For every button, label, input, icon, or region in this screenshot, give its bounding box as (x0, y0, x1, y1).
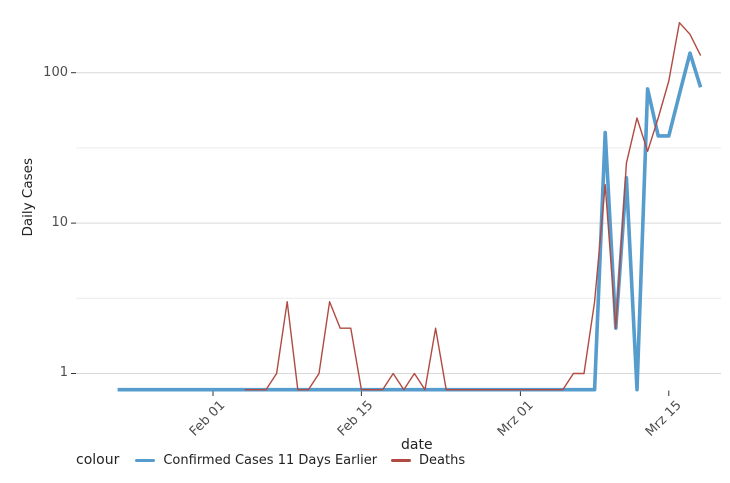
x-axis-title: date (401, 437, 433, 453)
series-line-confirmed-cases-11-days-earlier (117, 51, 703, 392)
legend-title: colour (76, 452, 120, 468)
y-tick-label-10: 10 (51, 215, 68, 230)
legend-label-confirmed-cases: Confirmed Cases 11 Days Earlier (163, 452, 378, 468)
series-line-deaths (244, 22, 702, 391)
legend: colour Confirmed Cases 11 Days Earlier D… (76, 452, 465, 468)
legend-label-deaths: Deaths (419, 452, 466, 468)
legend-key-deaths-icon (391, 458, 412, 462)
y-tick-label-1: 1 (59, 365, 68, 380)
y-tick-label-100: 100 (43, 65, 68, 80)
legend-key-confirmed-cases-icon (135, 458, 156, 462)
